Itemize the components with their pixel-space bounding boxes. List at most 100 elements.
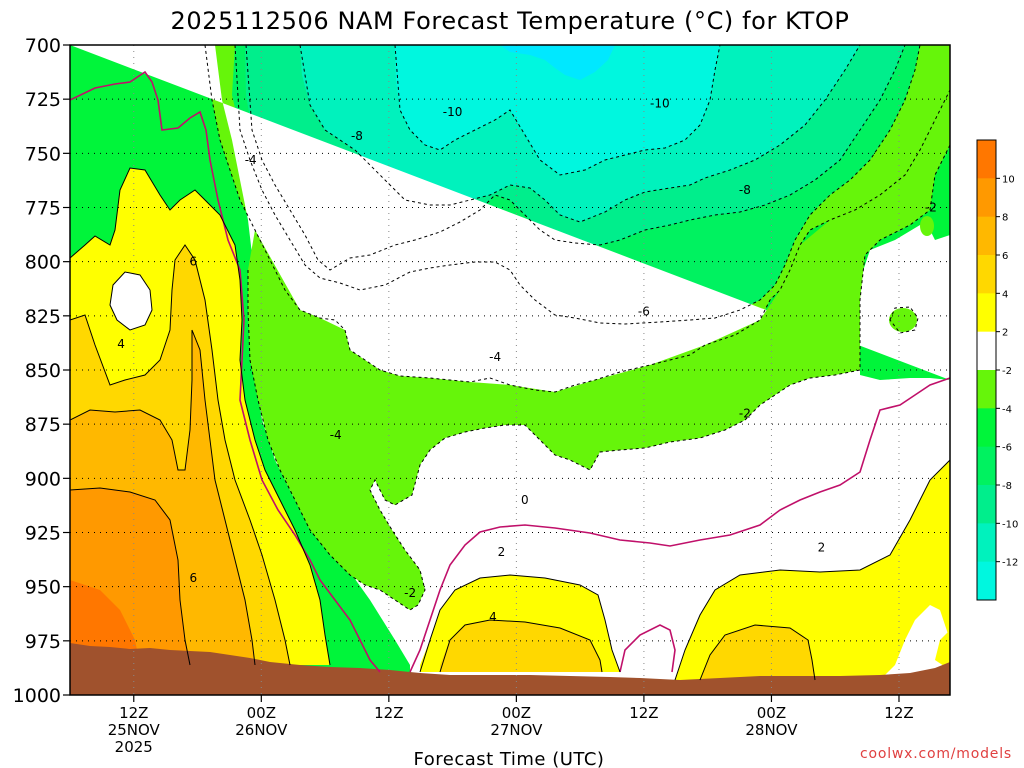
contour-neg-dashed-2 [234,45,921,325]
x-tick-label-5-1: 28NOV [745,721,798,739]
x-tick-label-0-0: 12Z [119,704,148,722]
contour-label-text-12: 2 [498,545,506,559]
x-tick-label-3-0: 00Z [502,704,531,722]
y-tick-label-12: 1000 [13,685,61,707]
band-fill--14 [500,45,615,80]
contour-label-4: -6 [638,305,650,319]
x-tick-label-0-1: 25NOV [108,721,161,739]
contour-blob-right [889,306,919,334]
y-tick-label-4: 800 [25,252,61,274]
y-tick-label-0: 700 [25,35,61,57]
contour-label-12: 2 [498,545,506,559]
contour-label-text-3: -8 [739,183,751,197]
band-fill-green-blob-2 [920,216,934,236]
x-tick-label-1-0: 00Z [247,704,276,722]
colorbar-band-1 [977,178,996,218]
contour-neg-dashed-4 [299,45,861,223]
contour-neg-dashed-lower [247,144,950,611]
chart-title: 2025112506 NAM Forecast Temperature (°C)… [171,7,850,35]
contour-label-7: -4 [330,428,342,442]
y-tick-label-3: 775 [25,198,61,220]
y-tick-label-8: 900 [25,468,61,490]
contour-label-5: -4 [245,153,257,167]
x-tick-label-1-1: 26NOV [235,721,288,739]
y-tick-label-2: 750 [25,143,61,165]
colorbar-band-8 [977,446,996,486]
colorbar-label-10: -12 [1002,558,1018,569]
plot-area: -10 -10 -8 -8 -6 -4 -4 -4 -2 -2 -2 0 2 2 4 4 6 6 [70,45,950,695]
contour-label-text-11: 0 [521,493,529,507]
y-axis: 700 725 750 775 800 825 850 875 900 925 950 975 1000 [13,35,70,707]
contour-label-0: -10 [443,105,463,119]
contour-label-text-1: -10 [650,97,670,111]
contour-label-text-10: -2 [925,201,937,215]
band-fill-green-blob [889,308,917,332]
contour-label-14: 4 [489,610,497,624]
contour-label-text-7: -4 [330,428,342,442]
colorbar-band-7 [977,408,996,448]
contour-label-text-14: 4 [489,610,497,624]
contour-label-8: -2 [739,406,751,420]
band-fill-warm-edge-2 [935,630,950,670]
contour-label-text-4: -6 [638,305,650,319]
x-tick-label-0-2: 2025 [115,738,153,756]
contour-label-15: 4 [117,337,125,351]
contour-labels: -10 -10 -8 -8 -6 -4 -4 -4 -2 -2 -2 0 2 2 4 4 6 6 [117,97,937,625]
contour-label-10: -2 [925,201,937,215]
x-axis-title: Forecast Time (UTC) [414,749,605,768]
colorbar-label-9: -10 [1002,519,1018,530]
contour-label-3: -8 [739,183,751,197]
colorbar-label-6: -4 [1002,404,1012,415]
contour-label-text-13: 2 [818,541,826,555]
colorbar-label-4: 2 [1002,328,1008,339]
band-fill-warm-mid-inner [440,620,602,672]
contour-hole-ring [109,271,153,331]
contour-neg-dashed-1 [204,45,950,393]
contour-6-left [70,329,256,666]
contour-label-text-17: 6 [189,571,197,585]
contour-label-text-8: -2 [739,406,751,420]
colorbar: 10 8 6 4 2 -2 -4 -6 -8 -10 -12 [976,139,1018,601]
contour-neg-dashed-5 [394,45,721,176]
contour-label-13: 2 [818,541,826,555]
y-tick-label-1: 725 [25,89,61,111]
x-tick-label-3-1: 27NOV [490,721,543,739]
colorbar-band-0 [977,140,996,179]
contour-4-left [70,244,291,666]
contour-2-mid [419,574,621,673]
colorbar-band-2 [977,216,996,256]
colorbar-band-3 [977,255,996,294]
colorbar-label-7: -6 [1002,443,1012,454]
colorbar-band-5 [977,331,996,371]
colorbar-label-0: 10 [1002,174,1015,185]
x-tick-label-4-0: 12Z [629,704,658,722]
contour-label-11: 0 [521,493,529,507]
contour-label-text-9: -2 [404,586,416,600]
band-fill--2-lower [248,90,950,610]
contour-lines [70,45,950,681]
band-fill-12 [70,580,140,665]
y-tick-label-9: 925 [25,523,61,545]
contour-label-1: -10 [650,97,670,111]
contour-label-text-15: 4 [117,337,125,351]
colorbar-label-8: -8 [1002,481,1012,492]
x-tick-label-5-0: 00Z [757,704,786,722]
contour-zero-pocket [619,624,676,673]
colorbar-label-2: 6 [1002,251,1008,262]
contour-label-16: 6 [189,255,197,269]
contour-label-text-2: -8 [351,129,363,143]
contour-label-text-0: -10 [443,105,463,119]
credit-text: coolwx.com/models [860,746,1012,762]
y-tick-label-11: 975 [25,631,61,653]
contour-2-right [674,459,950,681]
y-tick-label-7: 875 [25,414,61,436]
contour-8-left [70,487,191,666]
band-fill-warm-right-inner [700,625,815,680]
colorbar-band-10 [977,523,996,563]
colorbar-label-5: -2 [1002,366,1012,377]
contour-label-6: -4 [489,350,501,364]
x-tick-label-2-0: 12Z [374,704,403,722]
contour-label-text-5: -4 [245,153,257,167]
